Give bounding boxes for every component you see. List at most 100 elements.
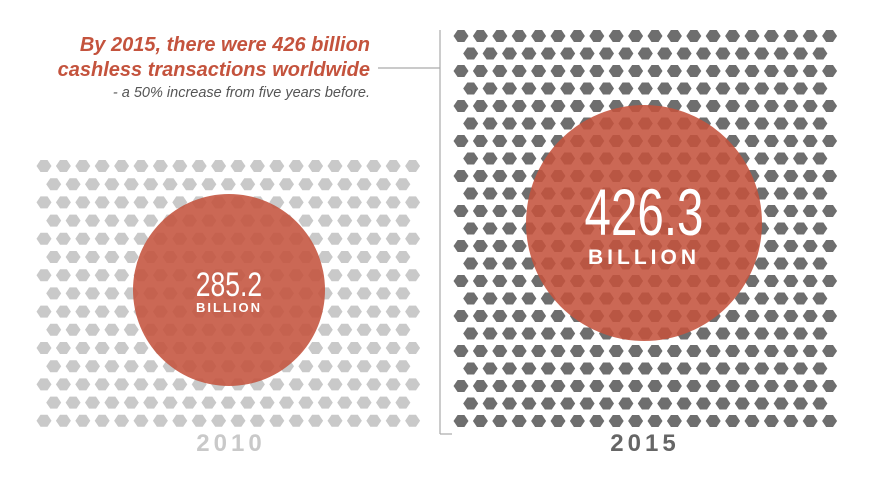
hex-cell bbox=[676, 82, 692, 95]
hex-cell bbox=[502, 222, 517, 235]
hex-cell bbox=[463, 187, 479, 200]
hex-cell bbox=[85, 287, 100, 300]
hex-cell bbox=[550, 380, 566, 392]
hex-cell bbox=[812, 292, 828, 305]
hex-cell bbox=[569, 30, 585, 42]
hex-cell bbox=[822, 205, 838, 217]
hex-cell bbox=[114, 232, 130, 245]
hex-cell bbox=[55, 269, 71, 282]
hex-cell bbox=[152, 160, 168, 172]
hex-cell bbox=[366, 196, 382, 209]
hex-cell bbox=[540, 82, 556, 95]
hex-cell bbox=[502, 292, 517, 305]
hex-cell bbox=[560, 362, 576, 375]
hex-cell bbox=[346, 342, 362, 354]
hex-cell bbox=[783, 240, 799, 252]
hex-cell bbox=[531, 310, 547, 322]
hex-cell bbox=[85, 323, 100, 336]
hex-cell bbox=[152, 196, 168, 209]
hex-cell bbox=[114, 269, 130, 282]
hex-cell bbox=[783, 380, 799, 392]
hex-cell bbox=[463, 257, 479, 270]
hex-cell bbox=[123, 178, 139, 191]
hex-cell bbox=[395, 323, 411, 336]
hex-cell bbox=[327, 269, 343, 282]
year-label-2015: 2015 bbox=[610, 430, 680, 457]
hex-cell bbox=[133, 342, 149, 354]
hex-cell bbox=[114, 414, 130, 427]
hex-cell bbox=[773, 187, 789, 200]
hex-cell bbox=[85, 360, 100, 373]
hex-cell bbox=[802, 65, 818, 77]
hex-cell bbox=[65, 396, 81, 409]
hex-cell bbox=[317, 178, 333, 191]
hex-cell bbox=[356, 360, 372, 373]
hex-cell bbox=[492, 30, 508, 42]
hex-cell bbox=[676, 47, 692, 60]
hex-cell bbox=[802, 275, 818, 287]
hex-cell bbox=[773, 257, 789, 270]
hex-cell bbox=[599, 82, 614, 95]
hex-cell bbox=[744, 310, 760, 322]
hex-cell bbox=[133, 160, 149, 172]
hex-cell bbox=[55, 305, 71, 318]
hex-cell bbox=[502, 397, 517, 410]
hex-cell bbox=[725, 30, 741, 42]
hex-cell bbox=[366, 269, 382, 282]
hex-cell bbox=[773, 47, 789, 60]
hex-cell bbox=[463, 82, 479, 95]
hex-cell bbox=[472, 240, 488, 252]
hex-cell bbox=[783, 345, 799, 357]
hex-cell bbox=[502, 117, 517, 130]
hex-cell bbox=[492, 380, 508, 392]
hex-cell bbox=[763, 240, 779, 252]
hex-cell bbox=[560, 47, 576, 60]
hex-cell bbox=[162, 178, 178, 191]
hex-cell bbox=[783, 310, 799, 322]
hex-cell bbox=[75, 378, 91, 391]
hex-cell bbox=[676, 362, 692, 375]
hex-cell bbox=[65, 178, 81, 191]
hex-cell bbox=[540, 327, 556, 340]
hex-cell bbox=[511, 30, 527, 42]
hex-cell bbox=[104, 251, 120, 263]
hex-cell bbox=[521, 397, 537, 410]
hex-cell bbox=[502, 362, 517, 375]
hex-cell bbox=[453, 30, 469, 42]
hex-cell bbox=[550, 100, 566, 112]
hex-cell bbox=[725, 380, 741, 392]
hex-cell bbox=[569, 100, 585, 112]
hex-cell bbox=[463, 152, 479, 165]
hex-cell bbox=[628, 380, 644, 392]
headline-subtitle: - a 50% increase from five years before. bbox=[112, 85, 370, 101]
hex-cell bbox=[686, 65, 702, 77]
hex-cell bbox=[337, 287, 353, 300]
hex-cell bbox=[579, 47, 595, 60]
hex-cell bbox=[763, 345, 779, 357]
hex-cell bbox=[133, 378, 149, 391]
hex-cell bbox=[783, 100, 799, 112]
hex-cell bbox=[608, 380, 624, 392]
hex-cell bbox=[172, 414, 188, 427]
hex-cell bbox=[686, 415, 702, 427]
hex-cell bbox=[715, 362, 731, 375]
hex-cell bbox=[550, 415, 566, 427]
hex-cell bbox=[812, 47, 828, 60]
hex-cell bbox=[531, 65, 547, 77]
hex-cell bbox=[511, 415, 527, 427]
hex-cell bbox=[686, 345, 702, 357]
hex-cell bbox=[822, 415, 838, 427]
hex-cell bbox=[453, 100, 469, 112]
hex-cell bbox=[822, 65, 838, 77]
hex-cell bbox=[492, 345, 508, 357]
hex-cell bbox=[763, 30, 779, 42]
hex-cell bbox=[521, 117, 537, 130]
hex-cell bbox=[531, 415, 547, 427]
hex-cell bbox=[472, 310, 488, 322]
hex-cell bbox=[220, 396, 236, 409]
hex-cell bbox=[123, 396, 139, 409]
hex-cell bbox=[46, 287, 62, 300]
hex-cell bbox=[288, 160, 304, 172]
hex-cell bbox=[482, 327, 498, 340]
hex-cell bbox=[802, 415, 818, 427]
